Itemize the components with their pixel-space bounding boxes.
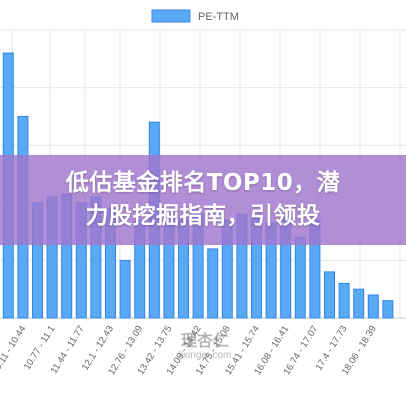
bar[interactable] (367, 294, 379, 319)
watermark: 理杏仁 lixinger.com (155, 330, 255, 364)
bar[interactable] (338, 282, 350, 319)
legend-label: PE-TTM (198, 11, 239, 23)
watermark-url: lixinger.com (178, 350, 232, 361)
banner-title-line-2: 力股挖掘指南，引领投 (85, 203, 321, 229)
legend-swatch (151, 9, 191, 23)
bar[interactable] (324, 271, 335, 319)
chart-legend[interactable]: PE-TTM (151, 9, 239, 23)
bar[interactable] (119, 259, 131, 319)
title-banner: 低估基金排名TOP10，潜 力股挖掘指南，引领投 (0, 155, 406, 245)
bar[interactable] (353, 288, 365, 319)
banner-title-line-1: 低估基金排名TOP10，潜 (65, 170, 341, 196)
bar[interactable] (207, 248, 219, 319)
bar[interactable] (294, 236, 306, 319)
watermark-logo: 理杏仁 (180, 331, 229, 350)
bar[interactable] (382, 300, 394, 319)
